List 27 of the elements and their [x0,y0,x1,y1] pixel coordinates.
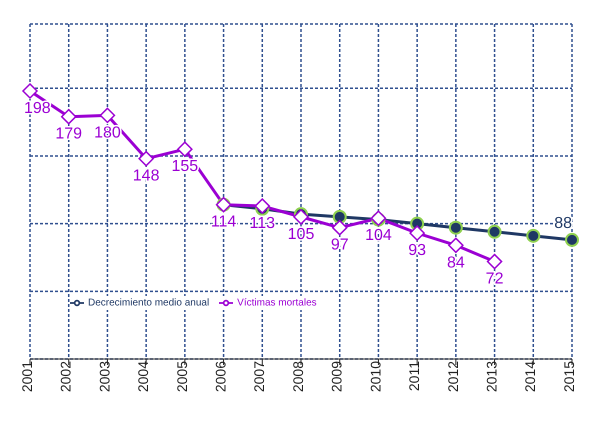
data-label: 104 [365,227,392,244]
data-label: 148 [132,168,160,185]
x-tick-label: 2010 [367,360,384,392]
x-tick-label: 2009 [328,360,345,392]
data-label: 198 [24,100,51,117]
legend-label: Decrecimiento medio anual [88,298,210,309]
x-tick-label: 2014 [522,360,538,392]
data-label: 97 [330,236,349,254]
x-tick-label: 2007 [251,360,268,392]
x-tick-label: 2006 [212,360,229,392]
x-tick-label: 2015 [560,360,577,392]
x-tick-label: 2003 [96,360,112,392]
x-tick-label: 2012 [444,360,461,392]
data-label: 105 [288,226,314,243]
x-tick-label: 2001 [18,360,35,392]
x-tick-label: 2008 [290,360,306,392]
data-label: 72 [486,270,504,288]
data-label: 180 [94,124,121,142]
x-tick-label: 2005 [174,360,190,392]
data-label: 84 [446,254,465,272]
data-label: 93 [408,242,426,260]
x-tick-label: 2002 [58,360,74,392]
legend-label: Víctimas mortales [237,298,317,309]
data-label: 179 [55,126,82,143]
x-tick-label: 2011 [406,360,422,392]
x-tick-label: 2004 [135,360,152,392]
x-tick-label: 2013 [484,360,500,392]
